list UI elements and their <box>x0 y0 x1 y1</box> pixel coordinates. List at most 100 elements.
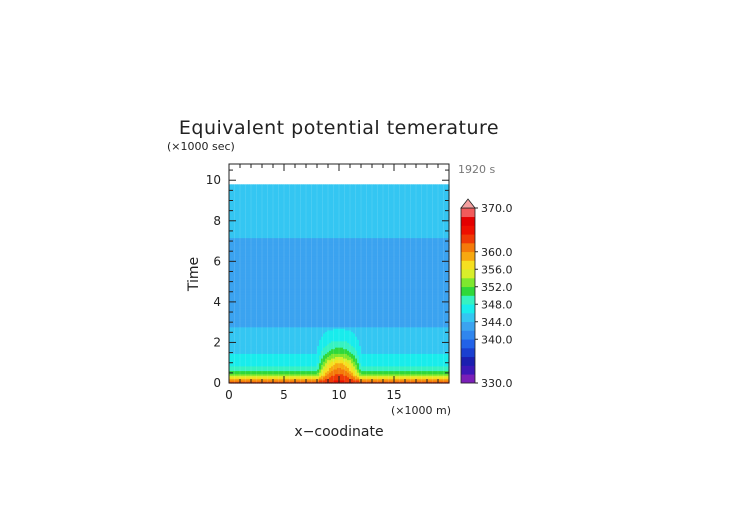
field-cell <box>433 367 436 370</box>
field-cell <box>263 321 266 325</box>
field-cell <box>301 320 304 323</box>
field-cell <box>399 323 402 326</box>
field-cell <box>437 354 440 357</box>
field-cell <box>375 372 378 375</box>
field-cell <box>367 365 370 368</box>
field-cell <box>251 318 254 322</box>
field-cell <box>327 362 330 365</box>
field-cell <box>321 314 324 317</box>
field-cell <box>351 356 354 359</box>
field-cell <box>381 314 384 317</box>
field-cell <box>413 342 416 345</box>
field-cell <box>345 351 348 354</box>
field-cell <box>439 343 442 347</box>
field-cell <box>233 336 236 339</box>
field-cell <box>287 343 290 347</box>
field-cell <box>375 367 378 370</box>
field-cell <box>367 331 370 334</box>
field-cell <box>347 368 350 372</box>
field-cell <box>315 318 318 322</box>
field-cell <box>427 359 430 362</box>
field-cell <box>281 332 284 336</box>
field-cell <box>251 347 254 350</box>
field-cell <box>351 359 354 362</box>
field-cell <box>285 315 288 318</box>
field-cell <box>287 356 290 359</box>
field-cell <box>273 342 276 345</box>
field-cell <box>313 317 316 320</box>
field-cell <box>245 314 248 317</box>
field-cell <box>337 376 340 379</box>
field-cell <box>377 364 380 367</box>
field-cell <box>375 326 378 329</box>
field-cell <box>321 329 324 332</box>
field-cell <box>311 340 314 343</box>
field-cell <box>341 325 344 328</box>
field-cell <box>393 368 396 372</box>
field-cell <box>391 372 394 375</box>
field-cell <box>447 364 450 367</box>
field-cell <box>391 320 394 323</box>
field-cell <box>431 332 434 336</box>
field-cell <box>389 340 392 343</box>
field-cell <box>255 357 258 361</box>
field-cell <box>263 336 266 339</box>
field-cell <box>299 323 302 326</box>
field-cell <box>249 331 252 334</box>
field-cell <box>435 339 438 342</box>
field-cell <box>267 353 270 356</box>
field-cell <box>253 362 256 365</box>
field-cell <box>425 375 428 378</box>
field-cell <box>329 331 332 334</box>
field-cell <box>295 348 298 351</box>
field-cell <box>291 364 294 367</box>
field-cell <box>345 368 348 372</box>
field-cell <box>285 353 288 356</box>
field-cell <box>445 315 448 318</box>
field-cell <box>327 336 330 339</box>
field-cell <box>377 367 380 370</box>
field-cell <box>301 337 304 340</box>
field-cell <box>429 379 432 383</box>
field-cell <box>349 336 352 339</box>
field-cell <box>393 340 396 343</box>
field-cell <box>239 336 242 339</box>
field-cell <box>265 357 268 361</box>
field-cell <box>353 337 356 340</box>
field-cell <box>287 378 290 381</box>
field-cell <box>317 362 320 365</box>
field-cell <box>393 354 396 357</box>
field-cell <box>433 379 436 383</box>
field-cell <box>267 326 270 329</box>
field-cell <box>447 328 450 331</box>
field-cell <box>385 320 388 323</box>
field-cell <box>305 320 308 323</box>
field-cell <box>365 315 368 318</box>
field-cell <box>445 314 448 317</box>
field-cell <box>277 317 280 320</box>
field-cell <box>447 353 450 356</box>
field-cell <box>383 317 386 320</box>
field-cell <box>307 325 310 328</box>
field-cell <box>287 373 290 376</box>
field-cell <box>269 361 272 364</box>
field-cell <box>345 376 348 379</box>
field-cell <box>289 325 292 328</box>
field-cell <box>411 375 414 378</box>
field-cell <box>393 336 396 339</box>
field-cell <box>281 314 284 317</box>
field-cell <box>423 323 426 326</box>
field-cell <box>325 356 328 359</box>
field-cell <box>343 320 346 323</box>
field-cell <box>433 378 436 381</box>
field-cell <box>403 357 406 361</box>
field-cell <box>379 372 382 375</box>
field-cell <box>315 325 318 328</box>
field-cell <box>381 370 384 373</box>
field-cell <box>285 314 288 317</box>
field-cell <box>369 343 372 347</box>
field-cell <box>357 325 360 328</box>
field-cell <box>289 312 292 315</box>
field-cell <box>295 336 298 339</box>
field-cell <box>245 348 248 351</box>
